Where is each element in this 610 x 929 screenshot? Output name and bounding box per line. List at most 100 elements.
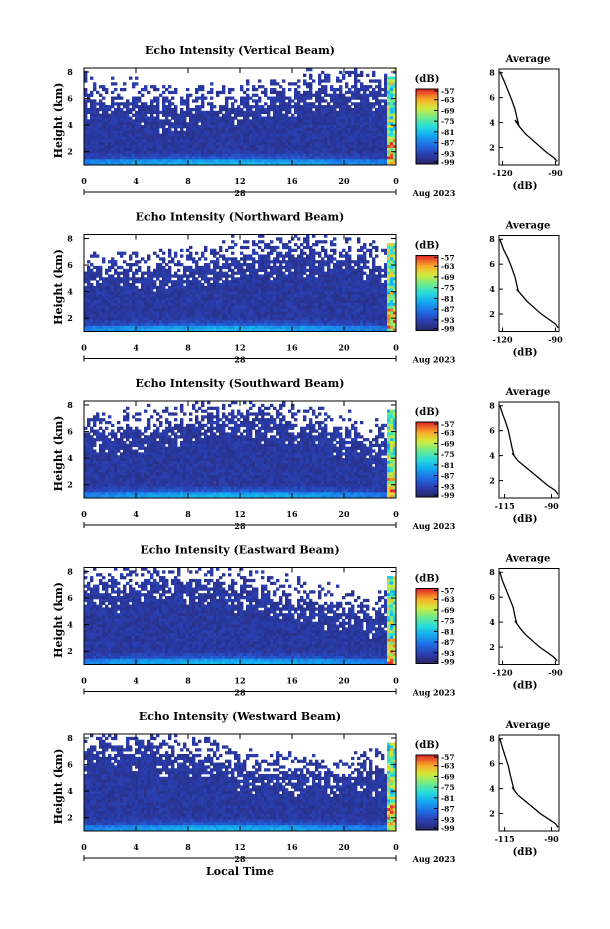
heatmap-cell <box>135 320 139 324</box>
heatmap-cell <box>303 300 307 304</box>
heatmap-cell <box>219 107 223 112</box>
heatmap-cell <box>204 302 208 307</box>
heatmap-cell <box>129 265 133 270</box>
heatmap-cell <box>147 268 151 272</box>
heatmap-cell <box>111 139 115 143</box>
heatmap-cell <box>330 325 334 330</box>
heatmap-cell <box>249 147 253 152</box>
heatmap-cell <box>174 105 178 109</box>
heatmap-cell <box>111 136 115 140</box>
heatmap-cell <box>156 147 160 152</box>
heatmap-cell <box>150 317 154 321</box>
heatmap-cell <box>282 243 286 247</box>
heatmap-cell <box>297 156 301 160</box>
heatmap-cell <box>102 322 106 327</box>
heatmap-cell <box>357 105 361 109</box>
heatmap-cell <box>276 322 280 327</box>
heatmap-cell <box>300 265 304 270</box>
heatmap-cell <box>261 153 265 157</box>
heatmap-cell <box>333 248 337 253</box>
heatmap-cell <box>270 325 274 330</box>
heatmap-cell <box>231 159 235 163</box>
heatmap-cell <box>123 122 127 126</box>
heatmap-cell <box>225 317 229 321</box>
heatmap-cell <box>288 116 292 120</box>
heatmap-cell <box>264 139 268 143</box>
heatmap-cell <box>207 139 211 143</box>
heatmap-cell <box>96 122 100 126</box>
heatmap-cell <box>156 130 160 135</box>
heatmap-cell <box>330 271 334 275</box>
heatmap-cell <box>312 277 316 281</box>
heatmap-cell <box>243 277 247 281</box>
heatmap-cell <box>114 102 118 106</box>
heatmap-cell <box>237 311 241 315</box>
heatmap-cell <box>168 162 172 166</box>
heatmap-cell <box>312 265 316 270</box>
heatmap-cell <box>297 271 301 275</box>
heatmap-cell <box>270 90 274 95</box>
heatmap-cell <box>132 325 136 330</box>
heatmap-cell <box>375 125 379 129</box>
heatmap-cell <box>99 145 103 149</box>
heatmap-cell <box>255 322 259 327</box>
heatmap-cell <box>132 300 136 304</box>
heatmap-cell <box>165 320 169 324</box>
heatmap-cell <box>327 93 331 97</box>
heatmap-cell <box>318 147 322 152</box>
heatmap-cell <box>246 277 250 281</box>
heatmap-cell <box>120 150 124 154</box>
heatmap-cell <box>219 300 223 304</box>
heatmap-cell <box>270 122 274 126</box>
heatmap-cell <box>261 162 265 166</box>
heatmap-cell <box>225 248 229 253</box>
heatmap-cell <box>189 314 193 318</box>
heatmap-cell <box>135 271 139 275</box>
heatmap-cell <box>84 294 88 298</box>
heatmap-cell <box>213 116 217 120</box>
heatmap-cell <box>141 93 145 97</box>
heatmap-cell <box>333 139 337 143</box>
heatmap-cell <box>366 119 370 123</box>
profile-y-tick-label: 4 <box>489 118 495 128</box>
heatmap-cell <box>150 314 154 318</box>
heatmap-cell <box>138 136 142 140</box>
heatmap-cell <box>231 260 235 264</box>
heatmap-cell <box>240 320 244 324</box>
heatmap-cell <box>180 305 184 310</box>
heatmap-cell <box>162 314 166 318</box>
heatmap-cell <box>222 87 226 92</box>
heatmap-cell <box>225 300 229 304</box>
colorbar-swatch <box>416 96 438 99</box>
heatmap-cell <box>264 320 268 324</box>
heatmap-cell <box>381 136 385 140</box>
heatmap-cell <box>282 105 286 109</box>
heatmap-cell <box>108 113 112 117</box>
heatmap-cell <box>222 328 226 332</box>
heatmap-cell <box>321 317 325 321</box>
heatmap-cell <box>309 153 313 157</box>
heatmap-cell <box>180 311 184 315</box>
heatmap-cell <box>363 147 367 152</box>
heatmap-cell <box>123 159 127 163</box>
heatmap-cell <box>297 113 301 117</box>
heatmap-cell <box>153 125 157 129</box>
heatmap-cell <box>102 156 106 160</box>
colorbar-tick-label: -75 <box>441 117 455 126</box>
heatmap-cell <box>345 147 349 152</box>
heatmap-cell <box>174 156 178 160</box>
heatmap-cell <box>393 125 397 129</box>
heatmap-cell <box>309 145 313 149</box>
heatmap-cell <box>201 162 205 166</box>
heatmap-cell <box>189 133 193 137</box>
heatmap-cell <box>117 116 121 120</box>
heatmap-cell <box>174 116 178 120</box>
heatmap-cell <box>207 159 211 163</box>
heatmap-cell <box>210 283 214 287</box>
heatmap-cell <box>195 130 199 135</box>
heatmap-cell <box>84 127 88 132</box>
heatmap-cell <box>369 107 373 112</box>
heatmap-cell <box>147 305 151 310</box>
heatmap-cell <box>360 153 364 157</box>
heatmap-cell <box>228 142 232 146</box>
